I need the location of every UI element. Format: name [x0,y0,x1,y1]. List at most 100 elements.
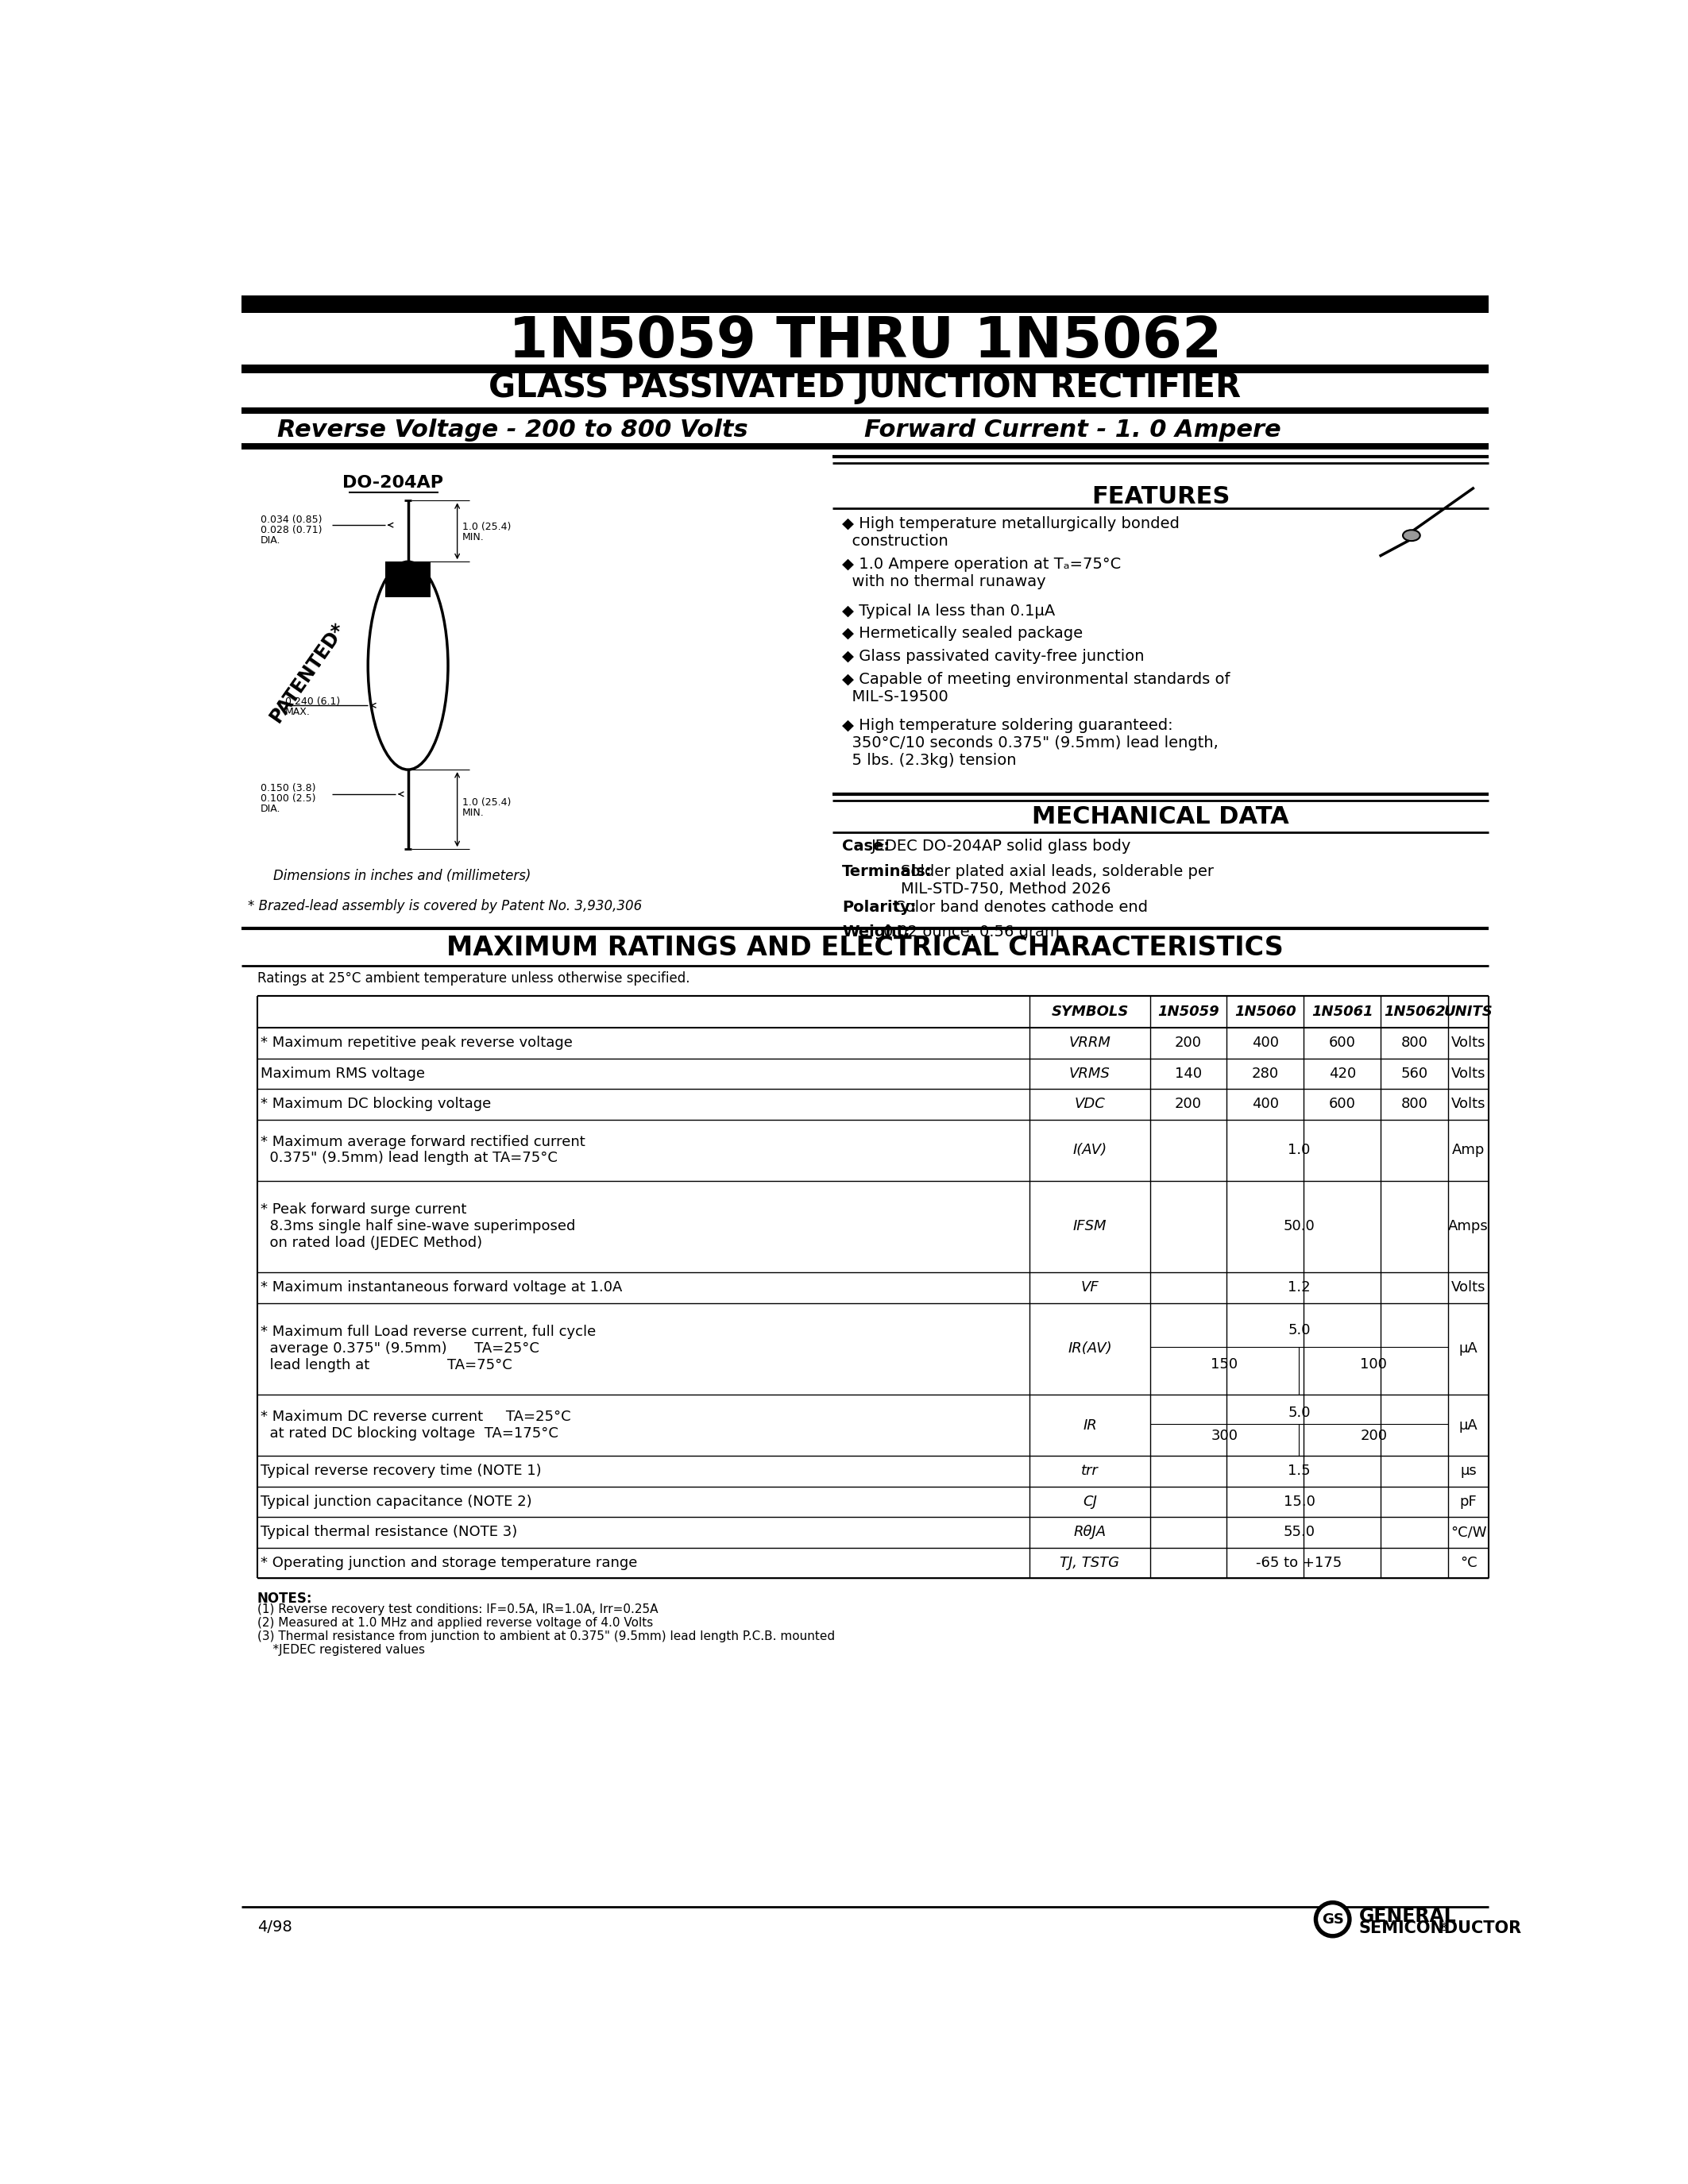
Text: (1) Reverse recovery test conditions: IF=0.5A, IR=1.0A, Irr=0.25A: (1) Reverse recovery test conditions: IF… [257,1603,658,1616]
Text: VRMS: VRMS [1069,1066,1111,1081]
Text: VDC: VDC [1074,1096,1106,1112]
Text: Polarity:: Polarity: [842,900,917,915]
Text: ◆ Typical Iᴀ less than 0.1μA: ◆ Typical Iᴀ less than 0.1μA [842,603,1055,618]
Text: 0.100 (2.5): 0.100 (2.5) [260,793,316,804]
Text: UNITS: UNITS [1443,1005,1492,1020]
Text: CJ: CJ [1082,1494,1097,1509]
Text: 800: 800 [1401,1096,1428,1112]
Text: ◆ Glass passivated cavity-free junction: ◆ Glass passivated cavity-free junction [842,649,1144,664]
Circle shape [1315,1900,1350,1937]
Text: ◆ 1.0 Ampere operation at Tₐ=75°C
  with no thermal runaway: ◆ 1.0 Ampere operation at Tₐ=75°C with n… [842,557,1121,590]
Text: 1.0 (25.4): 1.0 (25.4) [463,797,511,808]
Text: PATENTED*: PATENTED* [267,618,349,725]
Text: SEMICONDUCTOR: SEMICONDUCTOR [1359,1920,1523,1937]
Text: MIN.: MIN. [463,533,484,542]
Text: Amp: Amp [1452,1142,1485,1158]
Text: SYMBOLS: SYMBOLS [1052,1005,1129,1020]
Text: Weight:: Weight: [842,924,910,939]
Text: Volts: Volts [1452,1035,1485,1051]
Text: IR(AV): IR(AV) [1069,1341,1112,1356]
Text: TJ, TSTG: TJ, TSTG [1060,1555,1119,1570]
Bar [241,365,1489,373]
Text: RθJA: RθJA [1074,1524,1106,1540]
Text: 1N5060: 1N5060 [1234,1005,1296,1020]
Text: Case:: Case: [842,839,890,854]
Text: 1.2: 1.2 [1288,1280,1310,1295]
Text: JEDEC DO-204AP solid glass body: JEDEC DO-204AP solid glass body [871,839,1131,854]
Text: * Peak forward surge current
  8.3ms single half sine-wave superimposed
  on rat: * Peak forward surge current 8.3ms singl… [260,1203,576,1249]
Text: IR: IR [1082,1417,1097,1433]
Text: 1N5062: 1N5062 [1384,1005,1445,1020]
Text: 200: 200 [1175,1096,1202,1112]
Text: 560: 560 [1401,1066,1428,1081]
Text: * Maximum DC reverse current     TA=25°C
  at rated DC blocking voltage  TA=175°: * Maximum DC reverse current TA=25°C at … [260,1411,571,1441]
Text: 150: 150 [1210,1356,1237,1372]
Text: 0.02 ounce, 0.56 gram: 0.02 ounce, 0.56 gram [883,924,1058,939]
Text: 1N5059: 1N5059 [1158,1005,1219,1020]
Text: 280: 280 [1252,1066,1280,1081]
Text: 0.240 (6.1): 0.240 (6.1) [285,697,339,708]
Text: I(AV): I(AV) [1072,1142,1107,1158]
Text: μA: μA [1458,1417,1479,1433]
Text: ◆ Capable of meeting environmental standards of
  MIL-S-19500: ◆ Capable of meeting environmental stand… [842,673,1231,705]
Text: MECHANICAL DATA: MECHANICAL DATA [1031,806,1290,828]
Text: ◆ High temperature soldering guaranteed:
  350°C/10 seconds 0.375" (9.5mm) lead : ◆ High temperature soldering guaranteed:… [842,719,1219,769]
Text: NOTES:: NOTES: [257,1592,312,1605]
Text: MAX.: MAX. [285,708,311,716]
Bar [241,443,1489,450]
Bar [241,295,1489,312]
Text: GENERAL: GENERAL [1359,1907,1457,1926]
Text: FEATURES: FEATURES [1092,485,1231,509]
Text: 1N5059 THRU 1N5062: 1N5059 THRU 1N5062 [508,314,1222,369]
Text: * Maximum full Load reverse current, full cycle
  average 0.375" (9.5mm)      TA: * Maximum full Load reverse current, ful… [260,1326,596,1372]
Text: 1.0 (25.4): 1.0 (25.4) [463,522,511,533]
Text: 600: 600 [1328,1035,1355,1051]
Text: 300: 300 [1210,1428,1237,1444]
Text: Typical junction capacitance (NOTE 2): Typical junction capacitance (NOTE 2) [260,1494,532,1509]
Text: ◆ High temperature metallurgically bonded
  construction: ◆ High temperature metallurgically bonde… [842,515,1180,548]
Text: 5.0: 5.0 [1288,1324,1310,1337]
Text: Typical thermal resistance (NOTE 3): Typical thermal resistance (NOTE 3) [260,1524,517,1540]
Text: 15.0: 15.0 [1283,1494,1315,1509]
Text: 0.028 (0.71): 0.028 (0.71) [260,524,322,535]
Text: 55.0: 55.0 [1283,1524,1315,1540]
Text: 200: 200 [1361,1428,1388,1444]
Text: 1N5061: 1N5061 [1312,1005,1372,1020]
Text: * Maximum instantaneous forward voltage at 1.0A: * Maximum instantaneous forward voltage … [260,1280,621,1295]
Text: ◆ Hermetically sealed package: ◆ Hermetically sealed package [842,627,1082,642]
Text: 0.150 (3.8): 0.150 (3.8) [260,784,316,793]
Text: * Maximum repetitive peak reverse voltage: * Maximum repetitive peak reverse voltag… [260,1035,572,1051]
Text: Amps: Amps [1448,1219,1489,1234]
Text: 200: 200 [1175,1035,1202,1051]
Text: μA: μA [1458,1341,1479,1356]
Text: -65 to +175: -65 to +175 [1256,1555,1342,1570]
Text: DIA.: DIA. [260,804,280,815]
Text: VRRM: VRRM [1069,1035,1111,1051]
Text: 420: 420 [1328,1066,1355,1081]
Text: Dimensions in inches and (millimeters): Dimensions in inches and (millimeters) [273,869,530,882]
Text: trr: trr [1082,1463,1099,1479]
Text: 100: 100 [1361,1356,1388,1372]
Text: GS: GS [1322,1913,1344,1926]
Text: 1.5: 1.5 [1288,1463,1310,1479]
Text: μs: μs [1460,1463,1477,1479]
Text: MAXIMUM RATINGS AND ELECTRICAL CHARACTERISTICS: MAXIMUM RATINGS AND ELECTRICAL CHARACTER… [446,935,1283,961]
Text: ®: ® [1438,1922,1448,1933]
Ellipse shape [368,561,447,769]
Ellipse shape [1403,531,1420,542]
Text: 400: 400 [1252,1096,1280,1112]
Text: 400: 400 [1252,1035,1280,1051]
Text: 0.034 (0.85): 0.034 (0.85) [260,515,322,524]
Text: Terminals:: Terminals: [842,865,932,880]
Text: °C/W: °C/W [1450,1524,1487,1540]
Text: Color band denotes cathode end: Color band denotes cathode end [895,900,1148,915]
Circle shape [1318,1904,1347,1933]
Text: 1.0: 1.0 [1288,1142,1310,1158]
Text: (3) Thermal resistance from junction to ambient at 0.375" (9.5mm) lead length P.: (3) Thermal resistance from junction to … [257,1631,836,1642]
Text: DIA.: DIA. [260,535,280,546]
Text: 600: 600 [1328,1096,1355,1112]
Text: Forward Current - 1. 0 Ampere: Forward Current - 1. 0 Ampere [864,419,1281,441]
Text: Volts: Volts [1452,1096,1485,1112]
Text: 4/98: 4/98 [257,1920,292,1935]
Text: pF: pF [1460,1494,1477,1509]
